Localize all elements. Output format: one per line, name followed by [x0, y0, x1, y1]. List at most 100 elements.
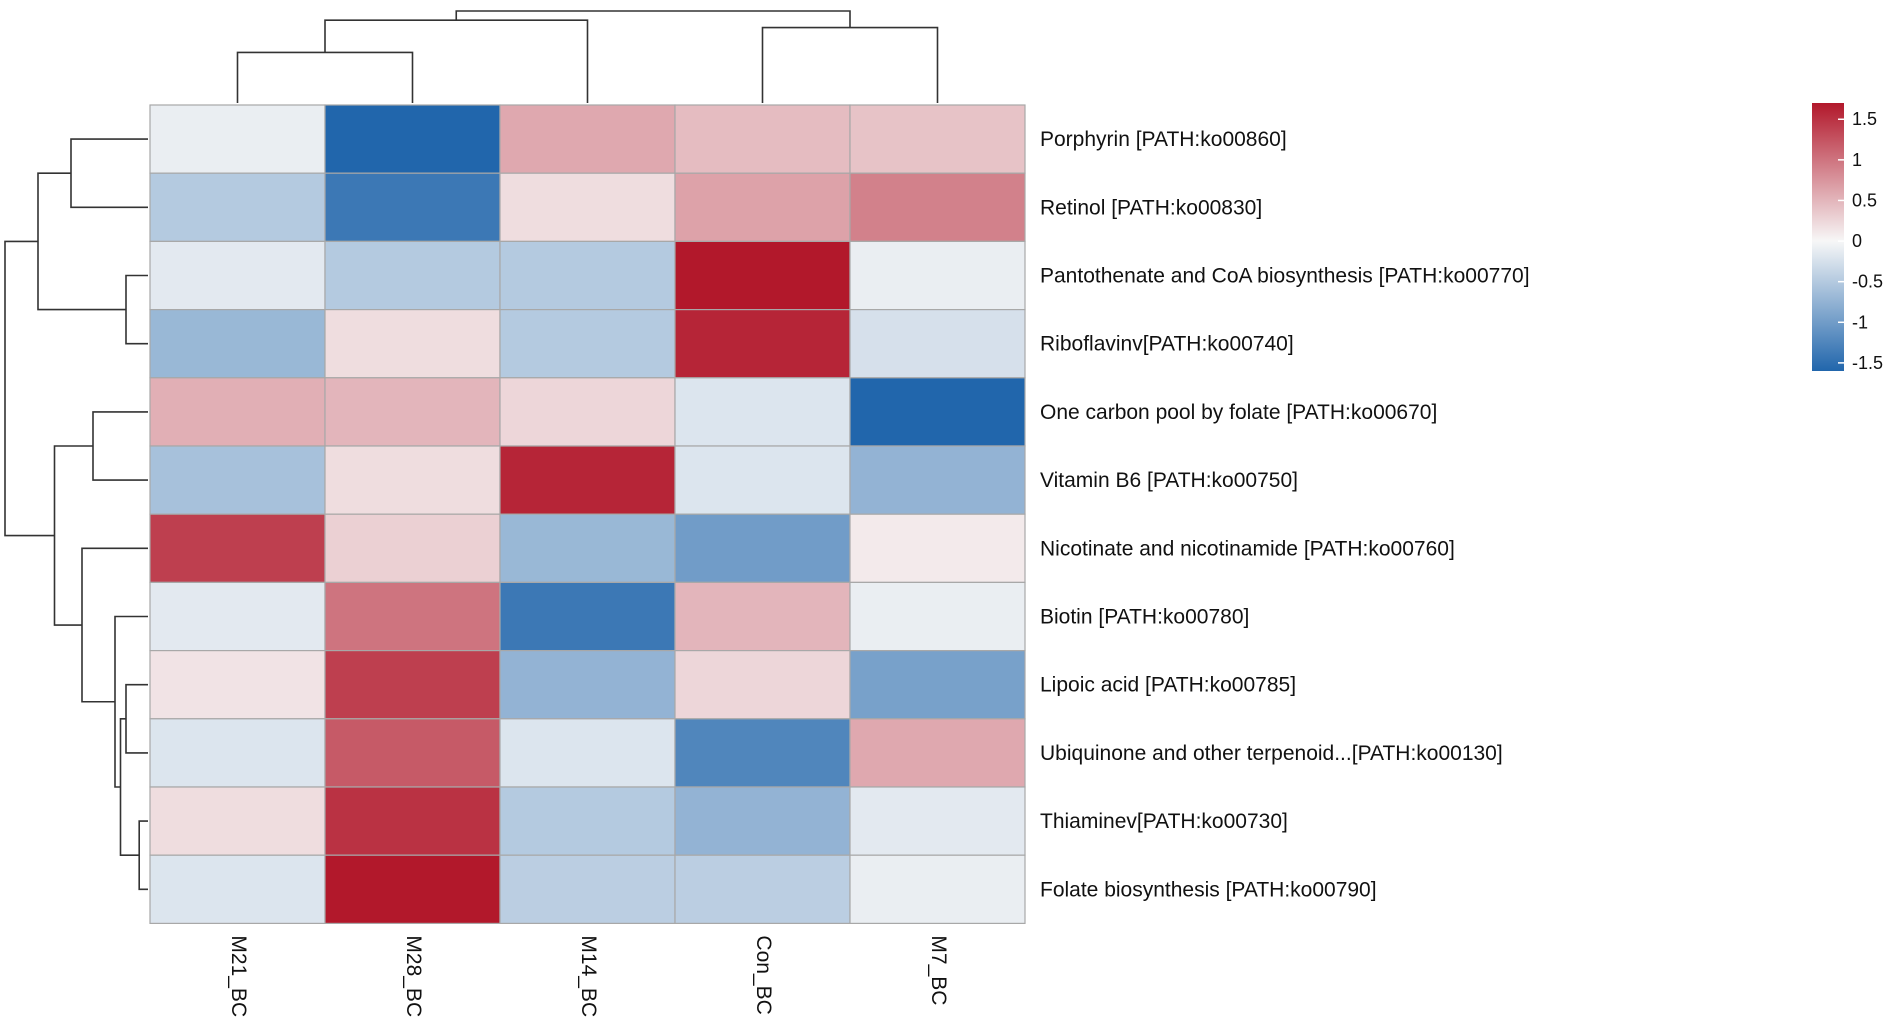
- heatmap-cell: [849, 854, 1026, 925]
- heatmap-cell: [499, 309, 676, 379]
- heatmap-cell: [849, 786, 1026, 856]
- row-label: Vitamin B6 [PATH:ko00750]: [1040, 469, 1298, 492]
- heatmap-cell: [849, 104, 1026, 174]
- color-legend: 1.5 1 0.5 0 -0.5 -1 -1.5: [1812, 103, 1883, 373]
- dendrogram-branch: [70, 138, 148, 209]
- heatmap-cell: [499, 649, 676, 720]
- heatmap-cell: [499, 104, 676, 174]
- heatmap-cell: [324, 445, 501, 515]
- heatmap-cell: [149, 309, 326, 379]
- column-dendrogram: [236, 10, 939, 103]
- row-label: Ubiquinone and other terpenoid...[PATH:k…: [1040, 742, 1503, 765]
- heatmap-cell: [849, 309, 1026, 379]
- heatmap-cell: [149, 581, 326, 652]
- heatmap-cell: [324, 786, 501, 856]
- heatmap-cell: [499, 172, 676, 242]
- heatmap-cell: [674, 786, 851, 856]
- heatmap-cell: [499, 240, 676, 311]
- row-label: Folate biosynthesis [PATH:ko00790]: [1040, 878, 1377, 901]
- dendrogram-branch: [125, 274, 148, 345]
- heatmap-cell: [324, 513, 501, 584]
- heatmap-cell: [324, 377, 501, 447]
- row-label: Lipoic acid [PATH:ko00785]: [1040, 674, 1296, 697]
- heatmap-cell: [674, 649, 851, 720]
- heatmap-cell: [849, 445, 1026, 515]
- heatmap-cell: [149, 854, 326, 925]
- heatmap-cell: [324, 104, 501, 174]
- dendrogram-branch: [4, 240, 55, 537]
- dendrogram-branch: [125, 683, 148, 754]
- heatmap-cell: [674, 445, 851, 515]
- heatmap-cell: [149, 513, 326, 584]
- heatmap-cell: [324, 649, 501, 720]
- heatmap-cell: [674, 172, 851, 242]
- column-labels: M21_BC M28_BC M14_BC Con_BC M7_BC: [227, 935, 950, 1017]
- dendrogram-branch: [138, 820, 148, 891]
- heatmap-cell: [674, 104, 851, 174]
- colorbar-tick-label: 1: [1852, 150, 1862, 170]
- heatmap-cell: [849, 172, 1026, 242]
- row-label: Riboflavinv[PATH:ko00740]: [1040, 333, 1294, 356]
- dendrogram-branch: [92, 411, 148, 481]
- colorbar-tick-label: 0: [1852, 231, 1862, 251]
- heatmap-cell: [324, 581, 501, 652]
- row-label: Biotin [PATH:ko00780]: [1040, 606, 1249, 629]
- heatmap-cell: [674, 309, 851, 379]
- heatmap-cell: [499, 581, 676, 652]
- colorbar: [1812, 103, 1844, 371]
- column-label: M14_BC: [577, 935, 600, 1017]
- dendrogram-branch: [761, 26, 939, 103]
- heatmap-cell: [499, 786, 676, 856]
- colorbar-tick-label: -0.5: [1852, 272, 1883, 292]
- heatmap-cell: [149, 786, 326, 856]
- heatmap-cell: [149, 240, 326, 311]
- row-label: Thiaminev[PATH:ko00730]: [1040, 810, 1288, 833]
- heatmap-cell: [149, 649, 326, 720]
- heatmap-cell: [149, 104, 326, 174]
- heatmap-cell: [499, 445, 676, 515]
- heatmap-cell: [499, 718, 676, 788]
- row-label: Nicotinate and nicotinamide [PATH:ko0076…: [1040, 537, 1455, 560]
- heatmap-cell: [849, 718, 1026, 788]
- heatmap-cell: [674, 240, 851, 311]
- heatmap-cell: [849, 581, 1026, 652]
- row-label: One carbon pool by folate [PATH:ko00670]: [1040, 401, 1437, 424]
- heatmap-cell: [324, 309, 501, 379]
- heatmap-cell: [149, 377, 326, 447]
- heatmap-cell: [674, 854, 851, 925]
- heatmap-cell: [674, 377, 851, 447]
- heatmap-cell: [324, 718, 501, 788]
- heatmap-cell: [849, 513, 1026, 584]
- heatmap-cell: [149, 172, 326, 242]
- heatmap-cells: [149, 104, 1026, 925]
- heatmap-cell: [499, 854, 676, 925]
- heatmap-cell: [674, 513, 851, 584]
- heatmap-cell: [849, 377, 1026, 447]
- heatmap-cell: [324, 172, 501, 242]
- colorbar-tick-label: 0.5: [1852, 190, 1877, 210]
- heatmap-cell: [849, 240, 1026, 311]
- heatmap-cell: [149, 718, 326, 788]
- dendrogram-branch: [37, 172, 126, 311]
- column-label: M7_BC: [927, 935, 950, 1005]
- dendrogram-branch: [53, 445, 93, 626]
- heatmap-cell: [324, 240, 501, 311]
- row-label: Porphyrin [PATH:ko00860]: [1040, 128, 1287, 151]
- column-label: M28_BC: [402, 935, 425, 1017]
- dendrogram-branch: [236, 51, 414, 103]
- heatmap-cell: [149, 445, 326, 515]
- colorbar-tick-label: -1.5: [1852, 353, 1883, 373]
- colorbar-tick-label: -1: [1852, 312, 1868, 332]
- row-label: Retinol [PATH:ko00830]: [1040, 196, 1262, 219]
- row-dendrogram: [4, 138, 148, 891]
- column-label: Con_BC: [752, 935, 775, 1014]
- heatmap-cell: [324, 854, 501, 925]
- dendrogram-branch: [455, 10, 851, 28]
- colorbar-tick-label: 1.5: [1852, 109, 1877, 129]
- dendrogram-branch: [324, 19, 589, 103]
- row-label: Pantothenate and CoA biosynthesis [PATH:…: [1040, 265, 1530, 288]
- dendrogram-branch: [119, 718, 140, 856]
- column-label: M21_BC: [227, 935, 250, 1017]
- heatmap-cell: [499, 377, 676, 447]
